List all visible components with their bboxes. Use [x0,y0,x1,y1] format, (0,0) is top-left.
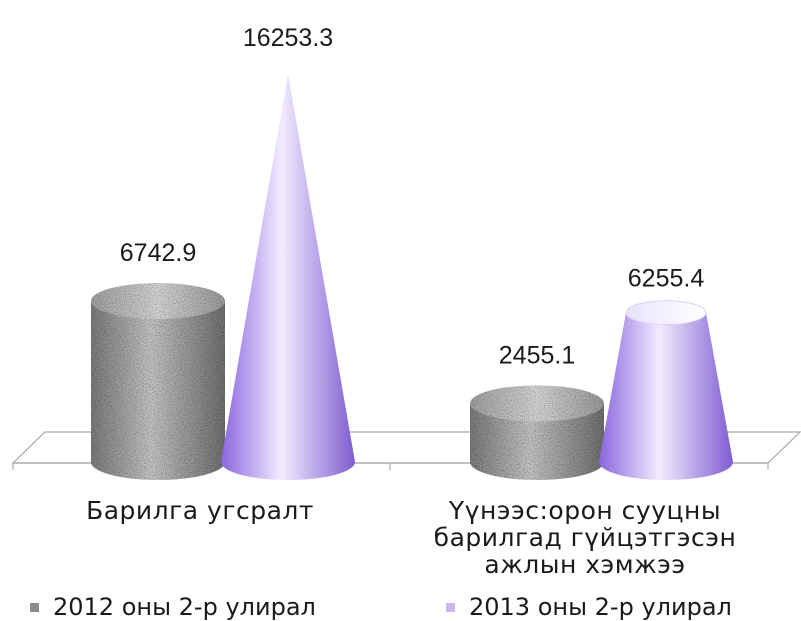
value-label-2013-0: 16253.3 [243,24,333,52]
value-label-2012-0: 6742.9 [120,239,196,267]
legend-swatch-2012 [30,602,39,612]
value-label-2013-1: 6255.4 [628,265,705,293]
bar-2013-1 [599,300,733,480]
legend-item-2012: 2012 оны 2-р улирал [30,593,316,621]
legend-label-2012: 2012 оны 2-р улирал [53,593,316,621]
legend-swatch-2013 [446,602,455,612]
legend-label-2013: 2013 оны 2-р улирал [469,593,732,621]
category-label-1: Үүнээс:орон сууцны барилгад гүйцэтгэсэн … [433,496,737,579]
bar-2012-0 [91,283,225,480]
category-label-0: Барилга угсралт [86,496,314,525]
legend-item-2013: 2013 оны 2-р улирал [446,593,732,621]
bar-2013-0 [221,74,355,480]
value-label-2012-1: 2455.1 [499,341,575,369]
bar-2012-1 [470,385,604,480]
